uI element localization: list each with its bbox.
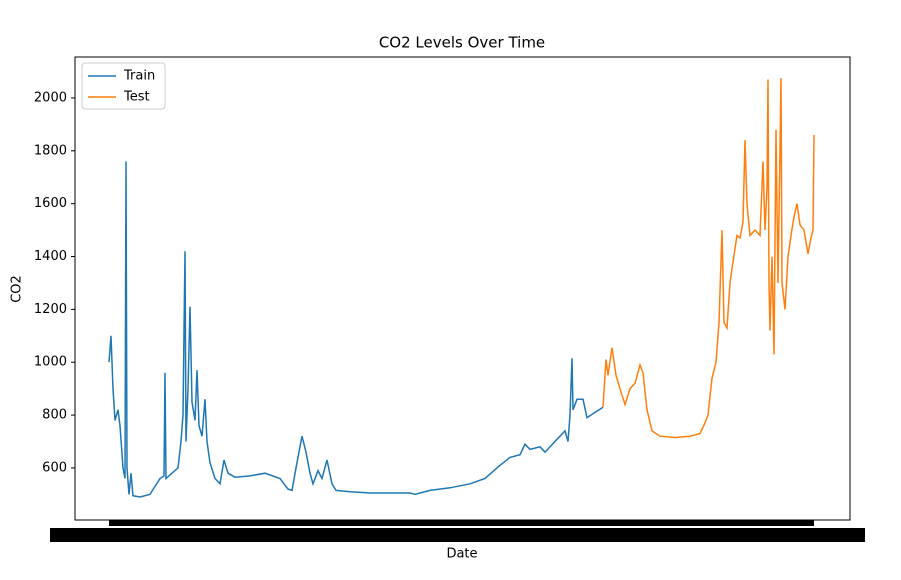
series-line [602, 78, 815, 439]
legend-label: Train [123, 69, 155, 84]
chart-title: CO2 Levels Over Time [379, 34, 545, 52]
y-axis-label: CO2 [10, 275, 25, 303]
y-tick-label: 600 [42, 460, 67, 475]
y-tick-label: 1800 [34, 143, 67, 158]
legend-label: Test [123, 90, 150, 105]
x-tick-labels-blob [50, 528, 865, 542]
y-tick-label: 800 [42, 408, 67, 423]
y-tick-label: 1600 [34, 196, 67, 211]
legend: Train Test [81, 62, 166, 110]
x-axis-label: Date [446, 547, 477, 562]
y-tick-label: 2000 [34, 90, 67, 105]
y-tick-label: 1400 [34, 249, 67, 264]
x-tick-marks-blob [109, 520, 814, 526]
y-tick-label: 1200 [34, 302, 67, 317]
plot-frame [74, 56, 851, 521]
y-tick-label: 1000 [34, 355, 67, 370]
series-line [108, 161, 604, 498]
